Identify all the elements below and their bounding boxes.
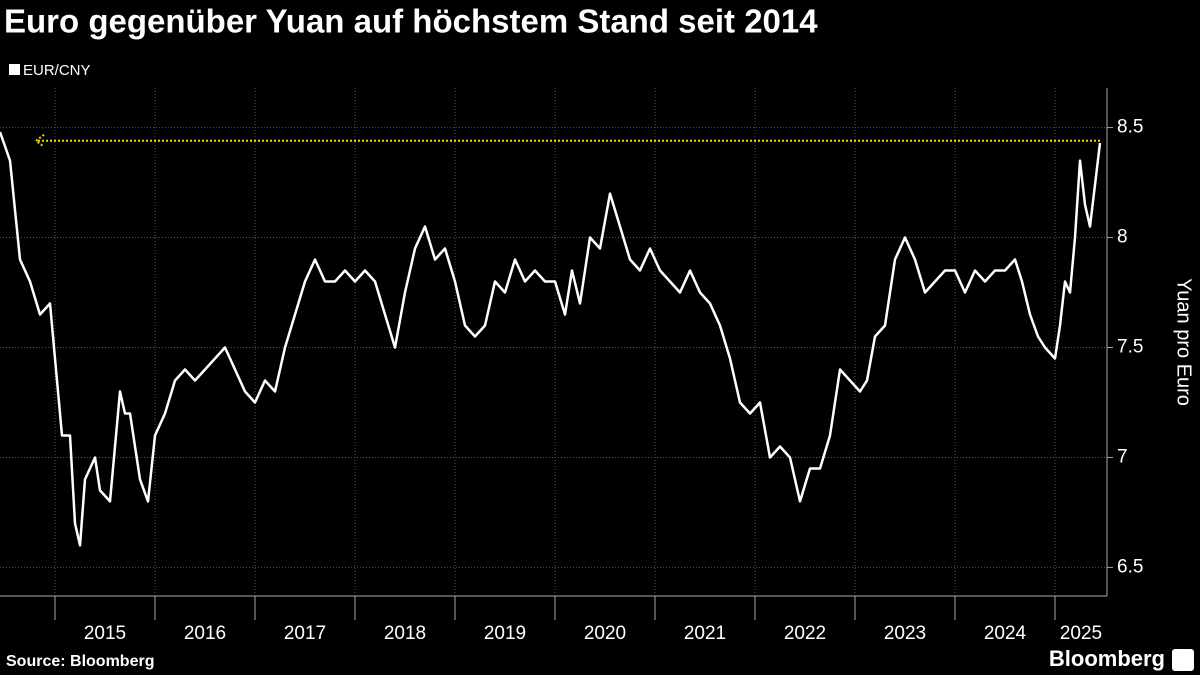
- y-tick-label: 7: [1117, 446, 1128, 467]
- x-tick-label: 2021: [684, 623, 726, 644]
- y-tick-label: 7.5: [1117, 337, 1143, 358]
- y-tick-label: 6.5: [1117, 556, 1143, 577]
- x-tick-label: 2015: [84, 623, 126, 644]
- y-axis-title: Yuan pro Euro: [1173, 278, 1195, 406]
- x-tick-label: 2024: [984, 623, 1027, 644]
- brand-icon: [1172, 649, 1194, 671]
- x-tick-label: 2018: [384, 623, 426, 644]
- x-tick-label: 2017: [284, 623, 326, 644]
- x-tick-label: 2022: [784, 623, 826, 644]
- legend-label: EUR/CNY: [23, 62, 91, 79]
- y-tick-label: 8.5: [1117, 117, 1143, 138]
- chart-title: Euro gegenüber Yuan auf höchstem Stand s…: [4, 3, 818, 40]
- x-tick-label: 2025: [1060, 623, 1102, 644]
- x-tick-label: 2016: [184, 623, 226, 644]
- source: Source: Bloomberg: [6, 653, 154, 670]
- data-line: [0, 131, 1102, 547]
- legend-swatch: [9, 64, 20, 75]
- x-tick-label: 2020: [584, 623, 626, 644]
- x-tick-label: 2023: [884, 623, 926, 644]
- brand: Bloomberg: [1049, 646, 1165, 671]
- reference-arrow: [34, 133, 45, 148]
- y-tick-label: 8: [1117, 227, 1128, 248]
- x-tick-label: 2019: [484, 623, 526, 644]
